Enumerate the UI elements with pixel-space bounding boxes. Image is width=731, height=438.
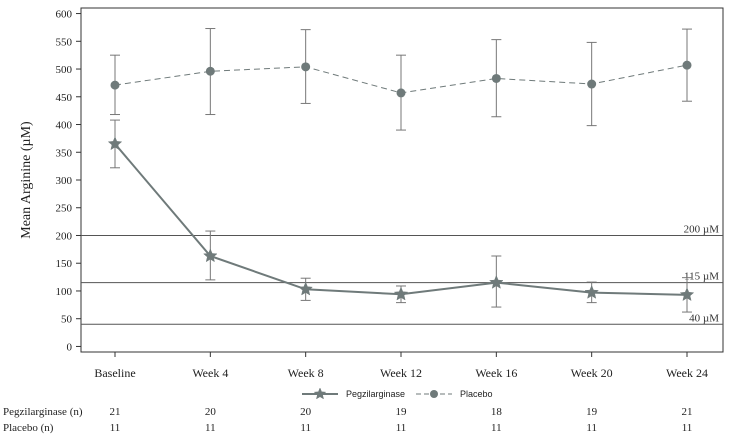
x-tick-label: Week 20 <box>571 366 613 380</box>
n-table-cell: 18 <box>491 406 503 418</box>
n-table-cell: 19 <box>396 406 408 418</box>
y-tick-label: 250 <box>56 203 73 215</box>
y-axis-ticks: 0 50 100 150 200 250 300 350 400 450 500 550 600 <box>56 9 81 353</box>
n-table: Pegzilarginase (n) 21 20 20 19 18 19 21 Placebo … <box>3 406 693 434</box>
n-table-cell: 11 <box>682 422 693 434</box>
placebo-point <box>491 73 501 83</box>
y-tick-label: 100 <box>56 286 73 298</box>
n-table-cell: 19 <box>586 406 598 418</box>
pegzilarginase-point <box>489 274 504 289</box>
y-tick-label: 450 <box>56 92 73 104</box>
placebo-series <box>110 28 692 131</box>
x-tick-label: Week 8 <box>288 366 324 380</box>
n-table-cell: 11 <box>300 422 311 434</box>
pegzilarginase-point <box>298 281 313 296</box>
n-table-cell: 11 <box>396 422 407 434</box>
y-tick-label: 600 <box>56 9 73 21</box>
legend: Pegzilarginase Placebo <box>302 387 493 400</box>
x-tick-label: Week 12 <box>380 366 422 380</box>
reference-lines: 200 µM 115 µM 40 µM <box>81 223 723 325</box>
n-table-cell: 11 <box>205 422 216 434</box>
reference-line-label: 200 µM <box>684 223 720 235</box>
placebo-point <box>682 60 692 70</box>
x-tick-label: Week 16 <box>475 366 517 380</box>
placebo-point <box>587 79 597 89</box>
pegzilarginase-point <box>393 286 409 301</box>
placebo-point <box>205 66 215 76</box>
y-tick-label: 0 <box>67 341 73 353</box>
y-tick-label: 400 <box>56 120 73 132</box>
n-table-cell: 21 <box>110 406 121 418</box>
y-tick-label: 150 <box>56 258 73 270</box>
legend-pegzilarginase-marker <box>313 387 327 400</box>
placebo-point <box>396 88 406 98</box>
n-table-cell: 11 <box>491 422 502 434</box>
y-tick-label: 350 <box>56 147 73 159</box>
n-table-cell: 20 <box>205 406 217 418</box>
placebo-point <box>301 62 311 72</box>
x-tick-label: Baseline <box>94 366 135 380</box>
y-axis-label: Mean Arginine (µM) <box>19 121 34 239</box>
plot-frame <box>80 7 724 353</box>
reference-line-label: 40 µM <box>689 312 719 324</box>
y-tick-label: 500 <box>56 64 73 76</box>
n-table-cell: 11 <box>586 422 597 434</box>
y-tick-label: 300 <box>56 175 73 187</box>
x-axis-ticks: Baseline Week 4 Week 8 Week 12 Week 16 Week 2… <box>94 352 708 380</box>
n-table-cell: 21 <box>682 406 693 418</box>
placebo-point <box>110 80 120 90</box>
y-tick-label: 550 <box>56 36 73 48</box>
pegzilarginase-point <box>679 287 695 302</box>
reference-line-label: 115 µM <box>684 271 719 283</box>
series-layer <box>107 28 695 313</box>
pegzilarginase-point <box>203 248 218 263</box>
pegzilarginase-point <box>584 284 599 299</box>
x-tick-label: Week 24 <box>666 366 708 380</box>
y-tick-label: 200 <box>56 230 73 242</box>
n-table-row-label: Placebo (n) <box>3 422 54 434</box>
n-table-cell: 20 <box>300 406 312 418</box>
pegzilarginase-point <box>107 136 123 151</box>
y-tick-label: 50 <box>61 314 73 326</box>
pegzilarginase-line <box>114 143 688 296</box>
n-table-row-label: Pegzilarginase (n) <box>3 406 83 418</box>
legend-placebo-label: Placebo <box>460 389 493 399</box>
pegzilarginase-series <box>107 119 695 313</box>
legend-pegzilarginase-label: Pegzilarginase <box>346 389 405 399</box>
legend-placebo-marker <box>430 390 438 398</box>
x-tick-label: Week 4 <box>192 366 228 380</box>
n-table-cell: 11 <box>110 422 121 434</box>
